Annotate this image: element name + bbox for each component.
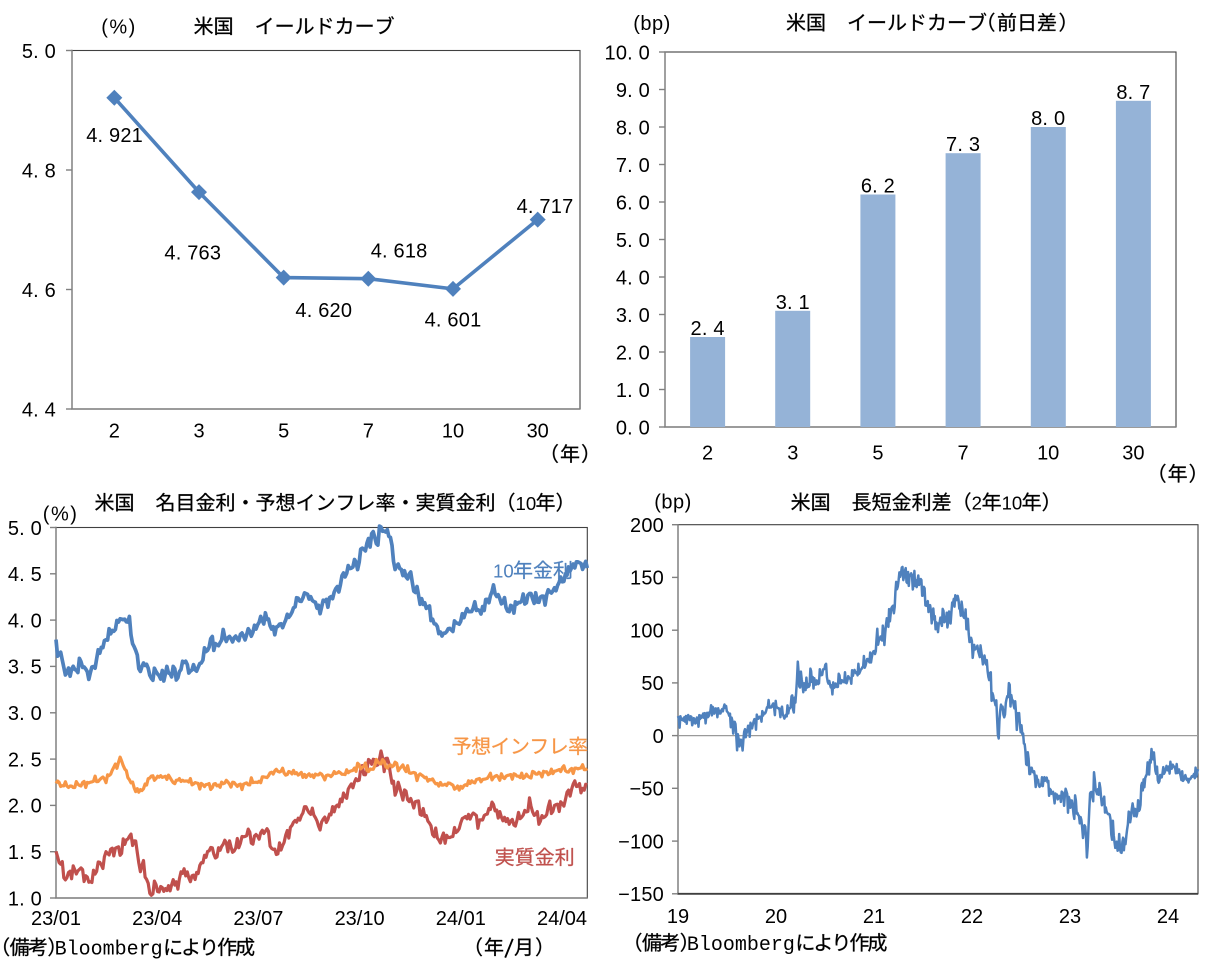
svg-text:(bp): (bp) [633,13,671,35]
svg-text:4. 5: 4. 5 [8,564,42,586]
svg-text:0: 0 [653,726,664,748]
svg-text:2. 4: 2. 4 [691,318,725,340]
svg-text:7: 7 [363,420,374,442]
svg-text:10. 0: 10. 0 [605,42,650,64]
svg-text:Bloomberg: Bloomberg [55,938,163,961]
svg-text:3. 1: 3. 1 [776,292,810,314]
svg-text:5. 0: 5. 0 [22,41,56,63]
svg-text:3: 3 [787,442,798,464]
svg-text:4. 618: 4. 618 [371,241,428,263]
svg-text:6. 0: 6. 0 [616,192,650,214]
svg-text:24: 24 [1157,906,1179,928]
svg-text:4. 8: 4. 8 [22,160,56,182]
svg-text:20: 20 [765,906,787,928]
svg-text:2. 0: 2. 0 [8,796,42,818]
svg-text:10: 10 [442,420,464,442]
svg-text:4. 4: 4. 4 [22,399,56,421]
svg-text:6. 2: 6. 2 [861,176,895,198]
svg-text:5: 5 [872,442,883,464]
svg-text:23/04: 23/04 [132,908,182,930]
svg-text:3. 0: 3. 0 [616,305,650,327]
svg-text:10: 10 [1002,492,1023,513]
svg-text:3: 3 [193,420,204,442]
svg-text:1. 5: 1. 5 [8,842,42,864]
svg-text:8. 0: 8. 0 [616,117,650,139]
svg-text:150: 150 [630,568,664,590]
svg-text:2. 0: 2. 0 [616,342,650,364]
svg-text:4. 0: 4. 0 [616,267,650,289]
svg-text:7: 7 [958,442,969,464]
svg-text:(%): (%) [43,503,79,525]
svg-text:23/01: 23/01 [31,908,81,930]
svg-text:4. 717: 4. 717 [517,196,574,218]
svg-text:23/07: 23/07 [233,908,283,930]
svg-text:2. 5: 2. 5 [8,749,42,771]
svg-text:10: 10 [1037,442,1059,464]
svg-text:−50: −50 [629,779,664,801]
svg-text:0. 0: 0. 0 [616,417,650,439]
svg-text:30: 30 [1122,442,1144,464]
svg-text:2: 2 [109,420,120,442]
svg-text:4. 6: 4. 6 [22,280,56,302]
svg-text:8. 7: 8. 7 [1116,82,1150,104]
svg-text:10: 10 [493,560,514,581]
svg-text:100: 100 [630,621,664,643]
svg-text:4. 921: 4. 921 [86,125,143,147]
svg-text:21: 21 [863,906,885,928]
svg-text:(bp): (bp) [654,491,692,513]
svg-text:1. 0: 1. 0 [616,380,650,402]
svg-text:−150: −150 [618,884,664,906]
svg-text:4. 0: 4. 0 [8,610,42,632]
svg-text:10: 10 [516,493,537,514]
svg-text:7. 0: 7. 0 [616,155,650,177]
svg-text:5. 0: 5. 0 [8,518,42,540]
svg-text:5. 0: 5. 0 [616,230,650,252]
svg-text:4. 601: 4. 601 [425,310,482,332]
svg-text:22: 22 [961,906,983,928]
svg-text:4. 620: 4. 620 [295,300,352,322]
svg-text:23: 23 [1059,906,1081,928]
svg-text:50: 50 [641,673,664,695]
svg-text:200: 200 [630,515,664,537]
svg-text:(%): (%) [101,16,137,38]
svg-text:2: 2 [972,492,982,513]
svg-text:1. 0: 1. 0 [8,888,42,910]
svg-text:2: 2 [702,442,713,464]
svg-text:Bloomberg: Bloomberg [687,934,795,957]
svg-text:3. 0: 3. 0 [8,703,42,725]
svg-text:3. 5: 3. 5 [8,657,42,679]
svg-text:9. 0: 9. 0 [616,80,650,102]
svg-text:8. 0: 8. 0 [1031,108,1065,130]
svg-text:24/01: 24/01 [436,908,486,930]
svg-text:5: 5 [278,420,289,442]
svg-text:19: 19 [667,906,689,928]
svg-text:−100: −100 [618,831,664,853]
svg-text:30: 30 [527,420,549,442]
svg-text:4. 763: 4. 763 [164,243,221,265]
svg-text:24/04: 24/04 [537,908,587,930]
svg-text:23/10: 23/10 [335,908,385,930]
svg-text:7. 3: 7. 3 [946,134,980,156]
